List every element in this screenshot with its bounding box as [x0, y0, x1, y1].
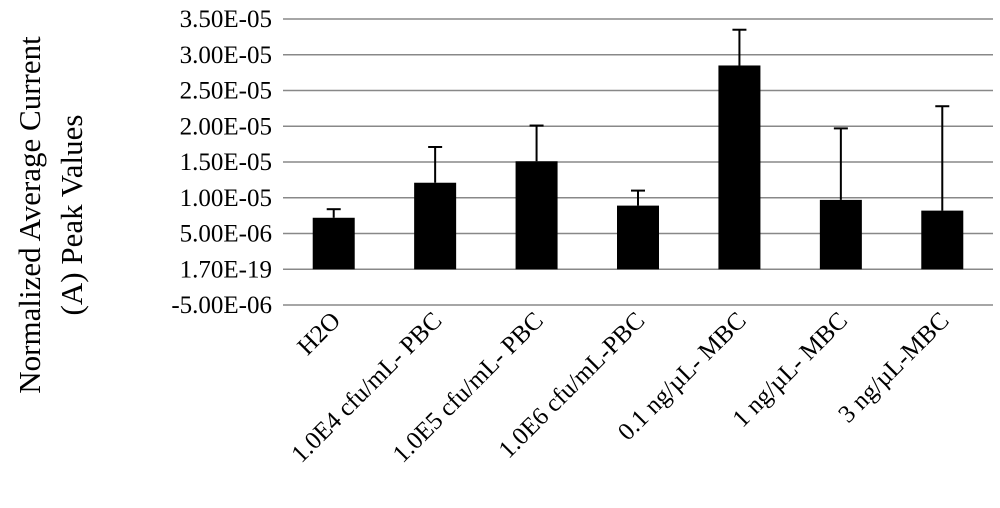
y-axis-title: Normalized Average Current (A) Peak Value… [12, 36, 89, 394]
y-axis-title-line: (A) Peak Values [54, 115, 89, 316]
y-tick-label: 1.50E-05 [180, 149, 272, 176]
bar [819, 199, 862, 270]
bar [718, 65, 761, 270]
error-bars [326, 28, 950, 218]
bar [921, 210, 964, 270]
y-tick-label: 5.00E-06 [180, 221, 272, 248]
x-tick-label: H2O [292, 307, 345, 360]
y-tick-label: 3.50E-05 [180, 6, 272, 33]
bar [617, 205, 659, 270]
bar [414, 182, 457, 270]
y-tick-label: 3.00E-05 [180, 42, 272, 69]
y-axis-title-line: Normalized Average Current [12, 36, 47, 394]
y-tick-label: 2.00E-05 [180, 113, 272, 140]
bar [515, 161, 558, 270]
bar [312, 217, 355, 270]
gridlines [283, 18, 993, 306]
bars [312, 65, 964, 270]
y-tick-label: -5.00E-06 [171, 292, 272, 319]
y-tick-label: 1.70E-19 [180, 256, 272, 283]
y-tick-labels: -5.00E-06 1.70E-19 5.00E-06 1.00E-05 1.50E-0… [171, 6, 272, 319]
y-tick-label: 1.00E-05 [180, 185, 272, 212]
y-tick-label: 2.50E-05 [180, 78, 272, 105]
